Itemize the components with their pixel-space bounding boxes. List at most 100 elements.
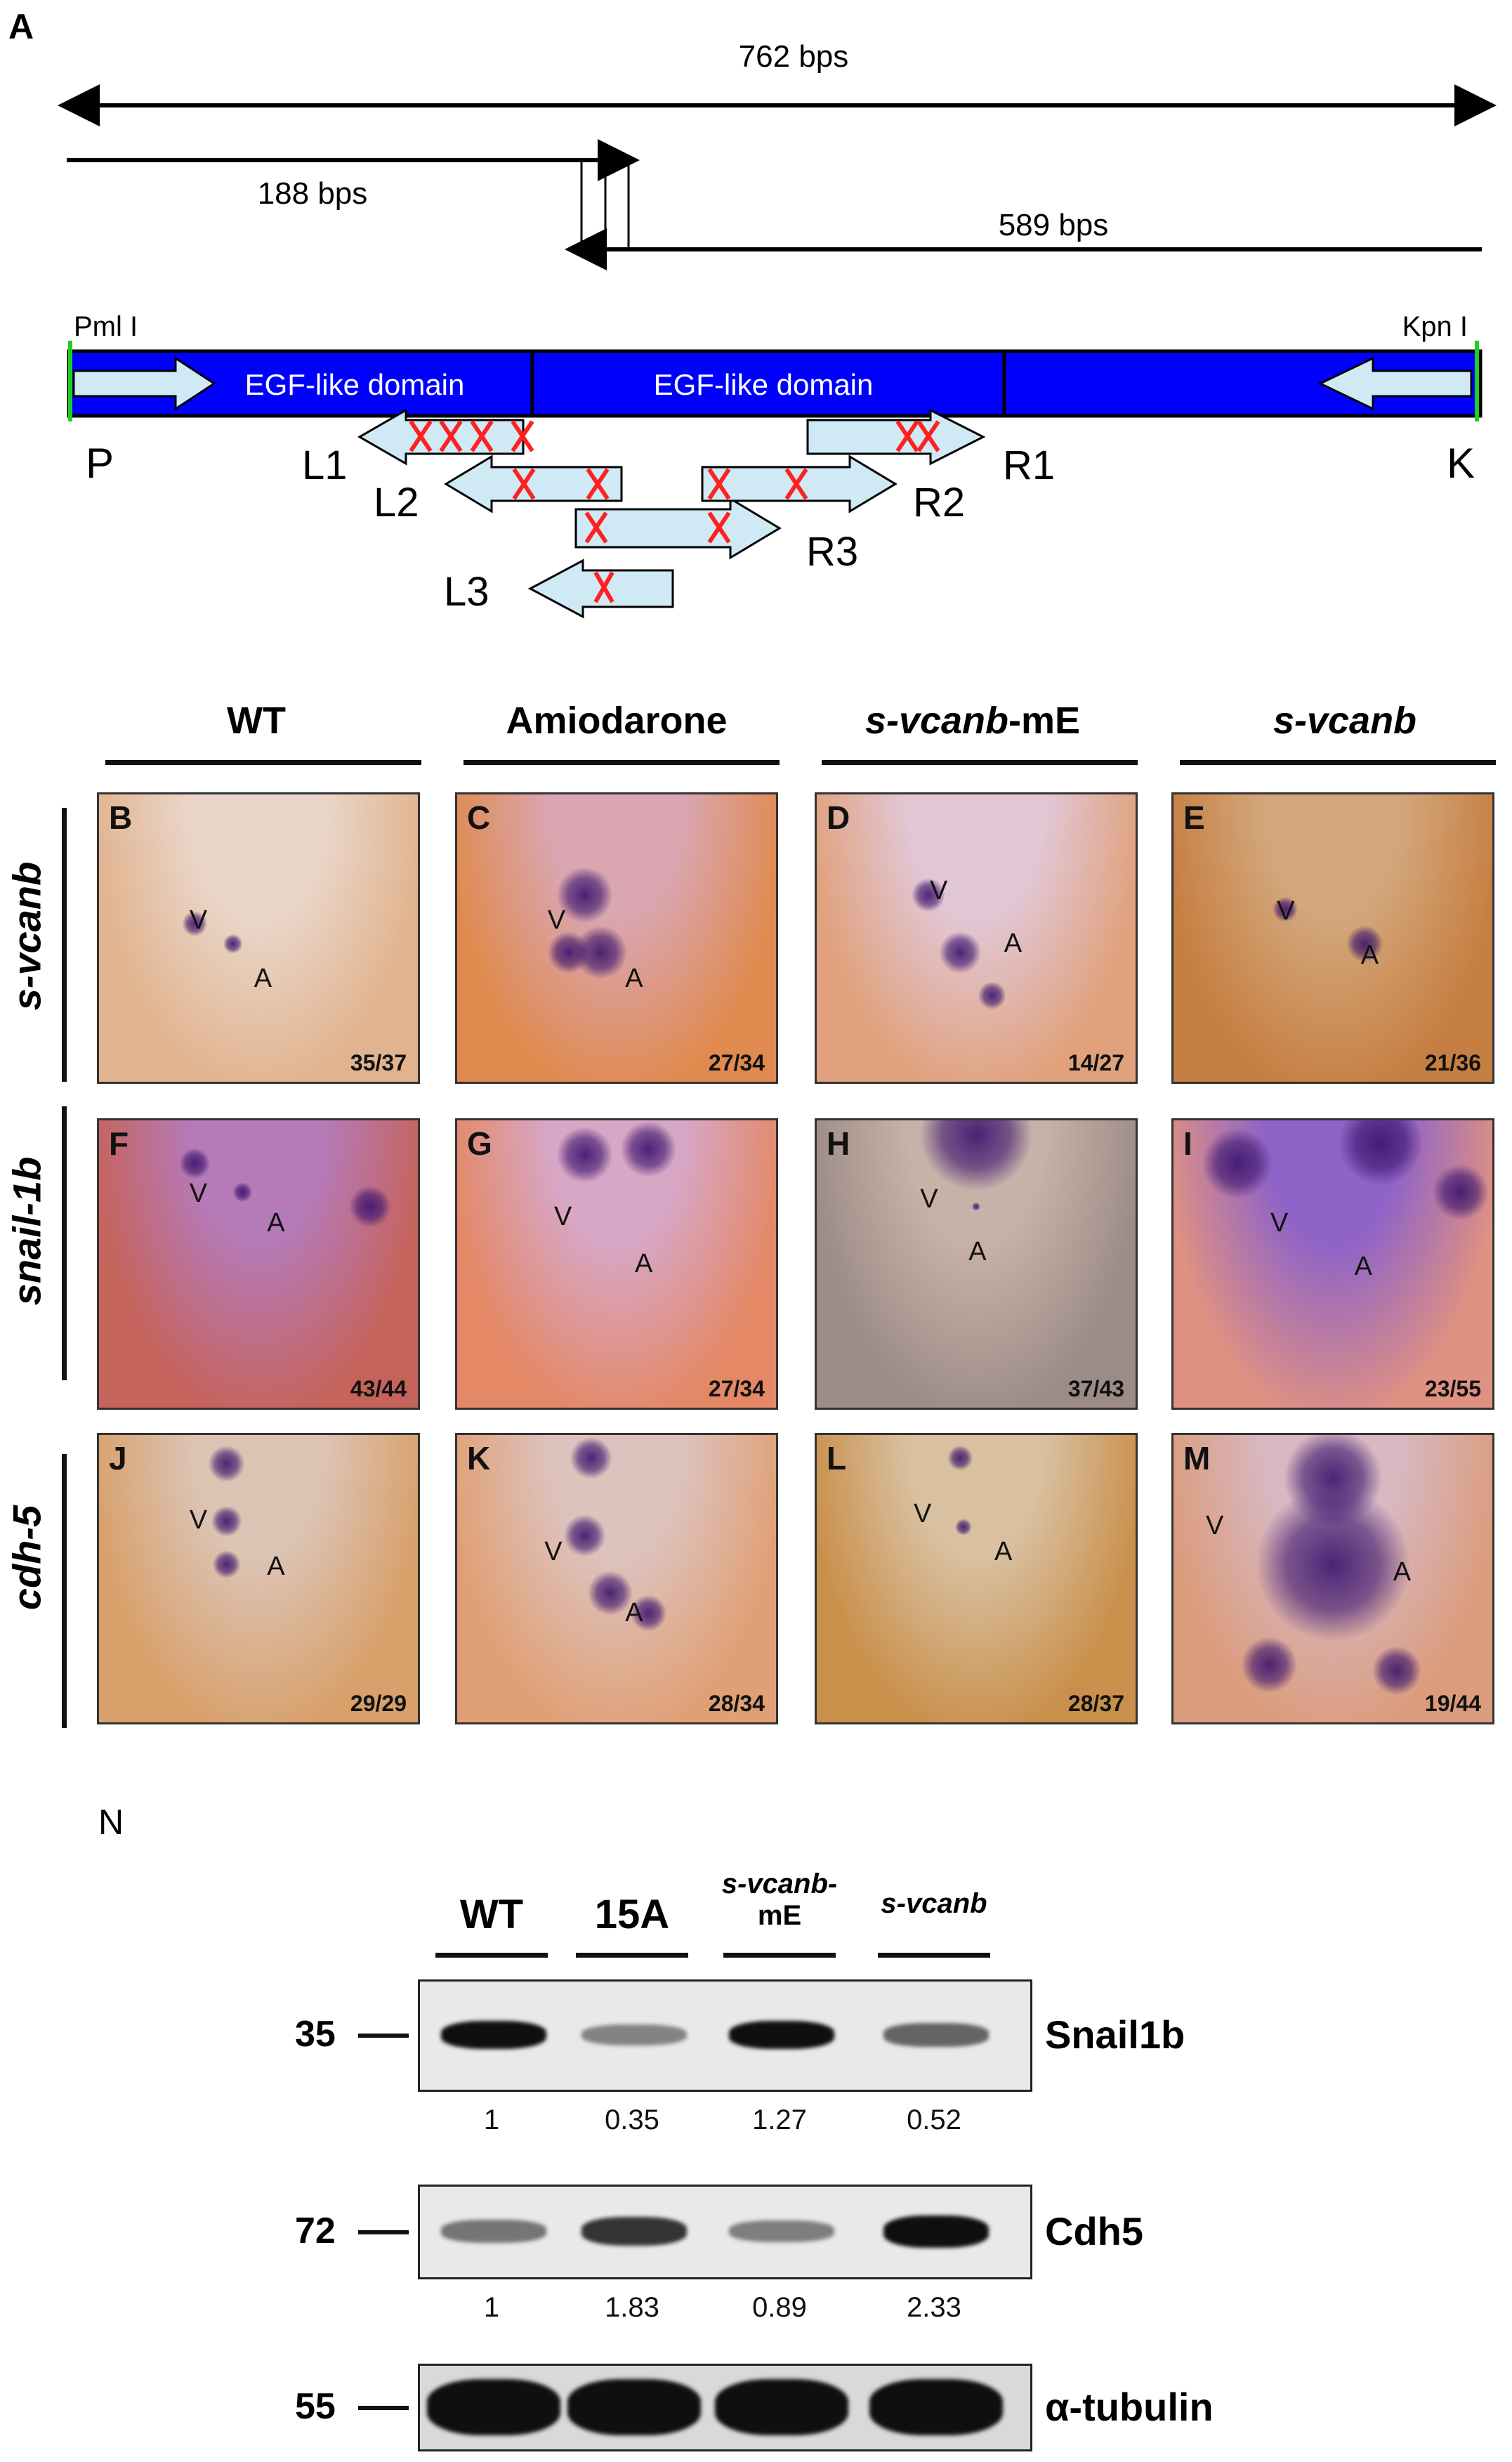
tissue-image xyxy=(817,1120,1136,1408)
ventricle-label: V xyxy=(544,1537,563,1567)
row-rule-3 xyxy=(62,1454,67,1728)
band-quantification: 1.83 xyxy=(605,2292,659,2323)
tissue-image xyxy=(1174,1435,1492,1722)
band xyxy=(883,2215,989,2248)
blot-tubulin xyxy=(418,2364,1032,2451)
tissue-image xyxy=(1174,1120,1492,1408)
ish-panel-e: E 21/36 V A xyxy=(1171,792,1494,1084)
ventricle-label: V xyxy=(554,1202,572,1232)
band-quantification: 1 xyxy=(483,2292,500,2323)
egf-domain-1-label: EGF-like domain xyxy=(245,368,465,401)
left-fragment-label: 188 bps xyxy=(258,176,368,211)
row-header-svcanb: s-vcanb xyxy=(4,861,49,1011)
ish-panel-d: D 14/27 V A xyxy=(815,792,1138,1084)
lane-header-3: s-vcanb-mE xyxy=(688,1868,871,1932)
protein-label: α-tubulin xyxy=(1045,2384,1214,2429)
embryo-count: 19/44 xyxy=(1424,1691,1481,1716)
ventricle-label: V xyxy=(1277,896,1295,926)
lane-rule-3 xyxy=(723,1953,836,1958)
lane-rule-1 xyxy=(435,1953,548,1958)
tissue-image xyxy=(817,1435,1136,1722)
ish-panel-b: B 35/37 V A xyxy=(97,792,420,1084)
ventricle-label: V xyxy=(1270,1207,1289,1238)
embryo-count: 37/43 xyxy=(1067,1376,1124,1401)
column-rule-3 xyxy=(822,760,1138,765)
atrium-label: A xyxy=(1393,1557,1412,1587)
ventricle-label: V xyxy=(930,876,948,906)
column-rule-4 xyxy=(1180,760,1496,765)
molecular-weight-label: 72 xyxy=(295,2210,336,2251)
row-header-cdh5: cdh-5 xyxy=(4,1505,49,1611)
ish-panel-j: J 29/29 V A xyxy=(97,1433,420,1724)
panel-letter: C xyxy=(467,799,491,836)
embryo-count: 28/34 xyxy=(708,1691,765,1716)
ventricle-label: V xyxy=(920,1184,938,1214)
band xyxy=(581,2217,687,2246)
embryo-count: 35/37 xyxy=(350,1050,407,1075)
ish-panel-i: I 23/55 V A xyxy=(1171,1118,1494,1410)
column-rule-1 xyxy=(105,760,421,765)
panel-n-letter: N xyxy=(98,1802,124,1842)
panel-letter: B xyxy=(109,799,133,836)
ish-panel-f: F 43/44 V A xyxy=(97,1118,420,1410)
ish-panel-m: M 19/44 V A xyxy=(1171,1433,1494,1724)
panel-letter: M xyxy=(1183,1440,1211,1476)
band xyxy=(427,2378,560,2435)
tissue-image xyxy=(457,794,776,1082)
end-k-label: K xyxy=(1447,440,1475,487)
primer-r3-left xyxy=(574,497,782,560)
panel-letter: I xyxy=(1183,1125,1192,1162)
primer-r1 xyxy=(806,408,986,466)
tissue-image xyxy=(817,794,1136,1082)
panel-letter: D xyxy=(827,799,850,836)
ish-panel-h: H 37/43 V A xyxy=(815,1118,1138,1410)
band-quantification: 0.35 xyxy=(605,2104,659,2135)
ventricle-label: V xyxy=(189,905,208,935)
embryo-count: 14/27 xyxy=(1067,1050,1124,1075)
atrium-label: A xyxy=(267,1552,285,1581)
embryo-count: 21/36 xyxy=(1424,1050,1481,1075)
lane-rule-4 xyxy=(878,1953,990,1958)
panel-letter: E xyxy=(1183,799,1205,836)
ish-panel-k: K 28/34 V A xyxy=(455,1433,778,1724)
primer-l1-label: L1 xyxy=(302,443,348,488)
ventricle-label: V xyxy=(914,1499,932,1529)
row-rule-1 xyxy=(62,808,67,1082)
molecular-weight-tick xyxy=(358,2034,409,2038)
lane-header-4: s-vcanb xyxy=(881,1888,987,1919)
band xyxy=(567,2378,701,2435)
band xyxy=(869,2378,1003,2435)
pml-site-label: Pml I xyxy=(74,311,138,342)
atrium-label: A xyxy=(267,1207,285,1238)
molecular-weight-label: 35 xyxy=(295,2014,336,2055)
tissue-image xyxy=(457,1120,776,1408)
tissue-image xyxy=(99,794,418,1082)
protein-label: Cdh5 xyxy=(1045,2208,1143,2253)
atrium-label: A xyxy=(625,1598,643,1628)
row-rule-2 xyxy=(62,1106,67,1380)
atrium-label: A xyxy=(994,1537,1013,1567)
tissue-image xyxy=(99,1120,418,1408)
band xyxy=(729,2021,834,2049)
gene-bar xyxy=(67,349,1483,418)
column-rule-2 xyxy=(464,760,780,765)
atrium-label: A xyxy=(635,1248,653,1278)
band-quantification: 1 xyxy=(483,2104,500,2135)
panel-letter: J xyxy=(109,1440,127,1476)
primer-r1-label: R1 xyxy=(1003,443,1055,488)
atrium-label: A xyxy=(254,963,272,993)
vector-arrow-left xyxy=(72,356,216,411)
band-quantification: 2.33 xyxy=(907,2292,961,2323)
molecular-weight-tick xyxy=(358,2405,409,2410)
panel-letter: K xyxy=(467,1440,491,1476)
band-quantification: 0.52 xyxy=(907,2104,961,2135)
tissue-image xyxy=(457,1435,776,1722)
band-quantification: 1.27 xyxy=(752,2104,807,2135)
primer-l3-label: L3 xyxy=(444,569,489,615)
ish-panel-l: L 28/37 V A xyxy=(815,1433,1138,1724)
panel-letter: G xyxy=(467,1125,492,1162)
molecular-weight-tick xyxy=(358,2229,409,2234)
atrium-label: A xyxy=(1354,1251,1372,1281)
band-quantification: 0.89 xyxy=(752,2292,807,2323)
